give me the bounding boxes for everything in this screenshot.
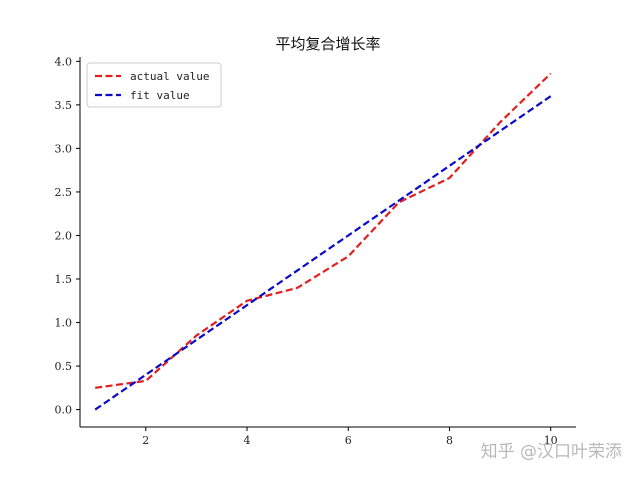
y-tick-label: 2.5: [55, 186, 73, 199]
y-tick-label: 0.5: [55, 360, 73, 373]
y-tick-label: 1.5: [55, 273, 73, 286]
y-tick-label: 0.0: [55, 404, 73, 417]
legend: actual value fit value: [86, 62, 222, 108]
x-tick-label: 6: [345, 434, 352, 447]
x-tick-label: 8: [446, 434, 453, 447]
chart-title: 平均复合增长率: [275, 35, 380, 53]
legend-label: actual value: [130, 70, 209, 83]
legend-label: fit value: [130, 89, 190, 102]
axes: 2 4 6 8 10 0.0 0.5 1.0 1.5 2.0 2.5 3.0 3.5 4.0: [55, 55, 576, 447]
x-tick-label: 2: [142, 434, 149, 447]
y-tick-label: 4.0: [55, 55, 73, 68]
y-tick-label: 3.0: [55, 142, 73, 155]
series-lines: [94, 72, 552, 411]
watermark-text: 知乎 @汉口叶荣添: [480, 442, 622, 462]
series-line-fit-value: [94, 95, 552, 411]
y-tick-label: 2.0: [55, 229, 73, 242]
y-tick-label: 3.5: [55, 99, 73, 112]
x-tick-label: 10: [544, 434, 558, 447]
series-line-actual-value: [95, 72, 552, 389]
y-tick-label: 1.0: [55, 317, 73, 330]
x-tick-label: 4: [244, 434, 251, 447]
